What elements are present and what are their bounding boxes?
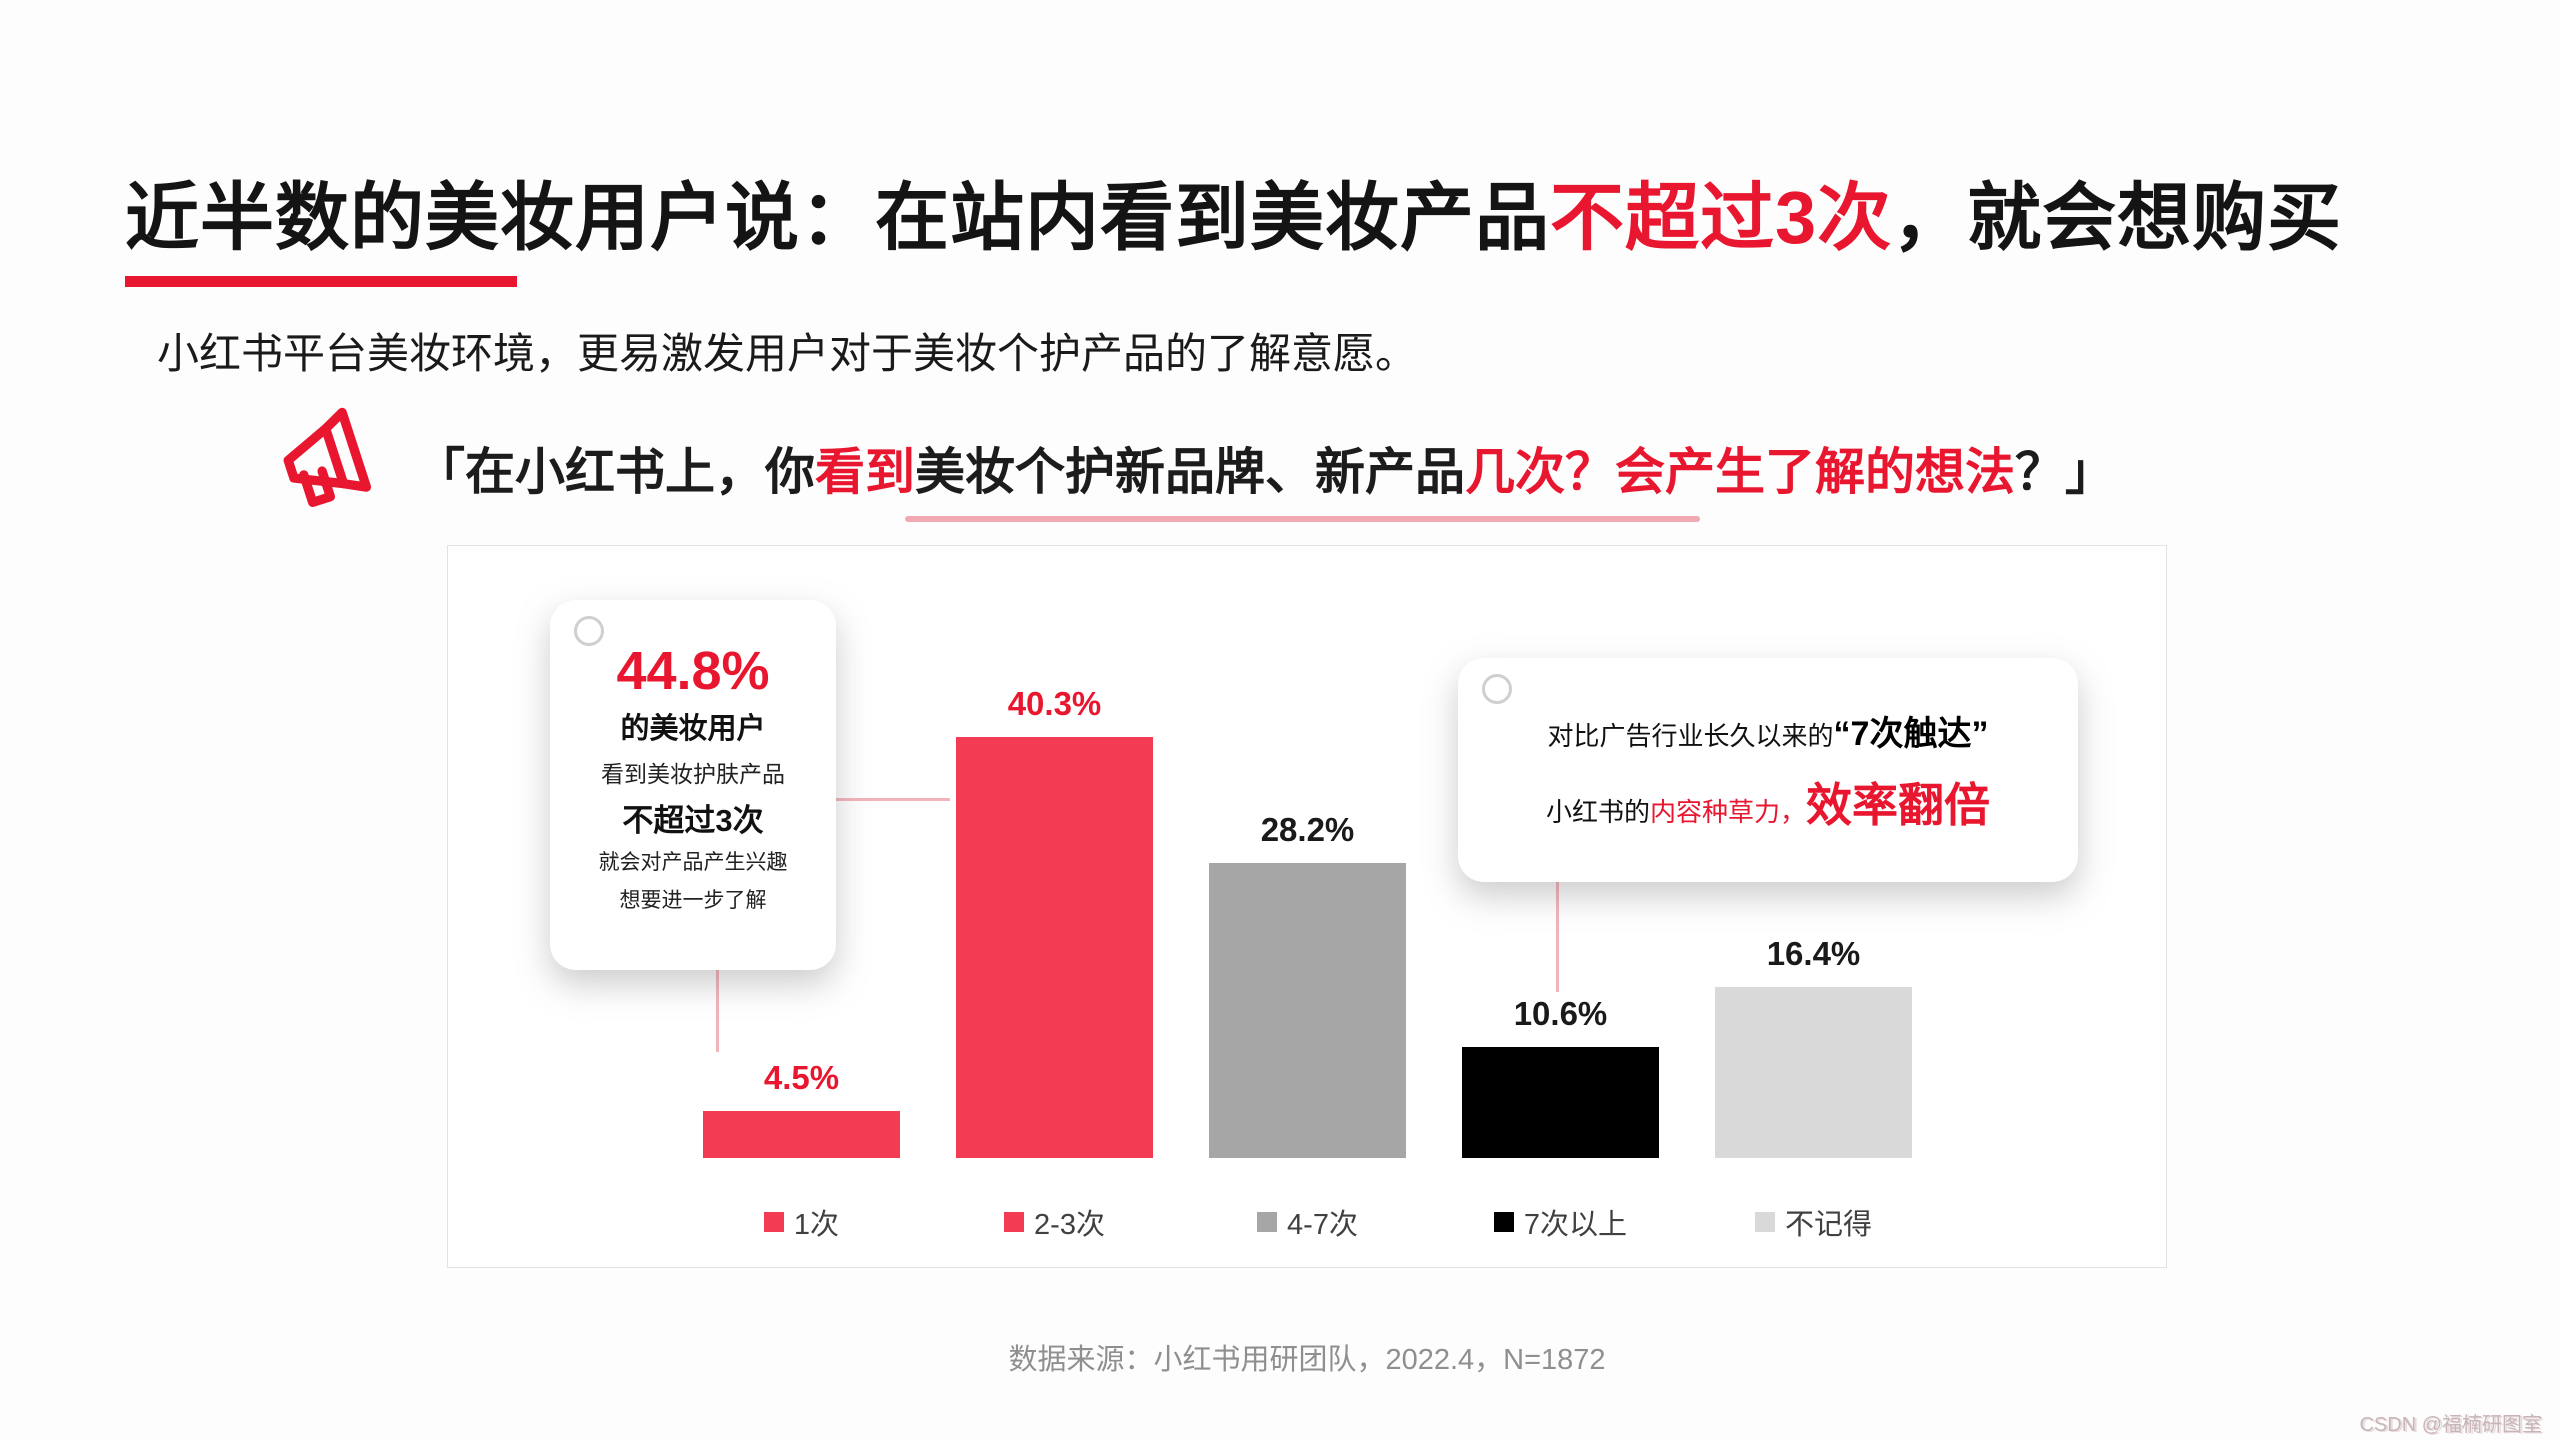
legend-swatch bbox=[1493, 1212, 1514, 1232]
legend-label: 1次 bbox=[793, 1209, 840, 1241]
legend-label: 不记得 bbox=[1784, 1209, 1872, 1241]
legend-swatch bbox=[1257, 1212, 1278, 1232]
subtitle: 小红书平台美妆环境，更易激发用户对于美妆个护产品的了解意愿。 bbox=[157, 330, 1418, 377]
callout-right-line2-big: 效率翻倍 bbox=[1806, 778, 1991, 831]
quote-segment-red: 几次？ bbox=[1465, 444, 1615, 500]
chart-column: 40.3% 2-3次 bbox=[956, 546, 1153, 1267]
callout-right-line2-red: 内容种草力， bbox=[1650, 796, 1807, 827]
bar-value-label: 10.6% bbox=[1513, 995, 1608, 1032]
quote-segment-red: 会产生了解的想法 bbox=[1615, 444, 2015, 500]
callout-left-line4: 就会对产品产生兴趣 bbox=[598, 851, 788, 875]
title-segment-red: 不超过3次 bbox=[1550, 176, 1893, 259]
chart-column: 16.4% 不记得 bbox=[1715, 546, 1912, 1267]
callout-card-right: 对比广告行业长久以来的“7次触达” 小红书的内容种草力，效率翻倍 bbox=[1458, 658, 2078, 882]
page-title: 近半数的美妆用户说：在站内看到美妆产品不超过3次，就会想购买 bbox=[125, 158, 2342, 265]
legend-label: 7次以上 bbox=[1523, 1209, 1628, 1241]
legend-item-1次: 1次 bbox=[683, 1201, 920, 1243]
title-segment-black-1: 近半数的美妆用户说：在站内看到美妆产品 bbox=[125, 176, 1550, 259]
data-source: 数据来源：小红书用研团队，2022.4，N=1872 bbox=[1008, 1344, 1606, 1376]
legend-item-2-3次: 2-3次 bbox=[936, 1201, 1173, 1243]
bar-value-label: 16.4% bbox=[1766, 935, 1861, 972]
chart-column: 4.5% 1次 bbox=[703, 546, 900, 1267]
callout-right-line2-normal: 小红书的 bbox=[1545, 796, 1650, 827]
legend-label: 2-3次 bbox=[1034, 1209, 1105, 1241]
callout-right-line1: 对比广告行业长久以来的“7次触达” bbox=[1548, 706, 1989, 755]
quote-segment-red: 看到 bbox=[815, 444, 915, 500]
chart-plot: 4.5% 1次 40.3% 2-3次 28.2% 4-7次 10.6% 7次以上 16.4% 不记… bbox=[448, 546, 2166, 1267]
legend-item-7次以上: 7次以上 bbox=[1442, 1201, 1679, 1243]
legend-item-不记得: 不记得 bbox=[1695, 1201, 1932, 1243]
legend-item-4-7次: 4-7次 bbox=[1189, 1201, 1426, 1243]
callout-stat: 44.8% bbox=[616, 641, 770, 701]
megaphone-icon bbox=[268, 398, 392, 526]
bar-不记得 bbox=[1715, 987, 1912, 1158]
quote-segment: ？」 bbox=[2015, 444, 2115, 500]
legend-swatch bbox=[1004, 1212, 1025, 1232]
bar-value-label: 40.3% bbox=[1007, 685, 1102, 722]
callout-left-line2: 看到美妆护肤产品 bbox=[601, 761, 785, 788]
connector-line-left-vertical bbox=[716, 968, 719, 1052]
callout-left-line3: 不超过3次 bbox=[622, 803, 764, 839]
quote-segment: 美妆个护新品牌、新产品 bbox=[915, 444, 1465, 500]
title-underline bbox=[125, 276, 517, 287]
callout-card-left: 44.8% 的美妆用户 看到美妆护肤产品 不超过3次 就会对产品产生兴趣 想要进… bbox=[550, 600, 836, 970]
connector-line-left-horizontal bbox=[834, 798, 950, 801]
pin-circle-icon bbox=[1482, 674, 1512, 704]
bar-7次以上 bbox=[1462, 1047, 1659, 1158]
connector-line-right-vertical bbox=[1556, 880, 1559, 992]
title-segment-black-2: ，就会想购买 bbox=[1892, 176, 2343, 259]
callout-right-line1-bold: “7次触达” bbox=[1833, 714, 1989, 753]
legend-label: 4-7次 bbox=[1287, 1209, 1358, 1241]
legend-swatch bbox=[1754, 1212, 1775, 1232]
bar-value-label: 4.5% bbox=[763, 1059, 840, 1096]
bar-1次 bbox=[703, 1111, 900, 1158]
bar-value-label: 28.2% bbox=[1260, 811, 1355, 848]
quote-segment: 「在小红书上，你 bbox=[415, 444, 815, 500]
pin-circle-icon bbox=[574, 616, 604, 646]
chart-column: 28.2% 4-7次 bbox=[1209, 546, 1406, 1267]
chart-column: 10.6% 7次以上 bbox=[1462, 546, 1659, 1267]
bar-2-3次 bbox=[956, 737, 1153, 1158]
legend-swatch bbox=[763, 1212, 784, 1232]
bar-4-7次 bbox=[1209, 863, 1406, 1158]
callout-right-line2: 小红书的内容种草力，效率翻倍 bbox=[1546, 769, 1990, 835]
callout-right-line1-normal: 对比广告行业长久以来的 bbox=[1547, 720, 1834, 751]
quote-underline bbox=[905, 516, 1700, 522]
callout-left-line1: 的美妆用户 bbox=[620, 713, 766, 746]
callout-left-line5: 想要进一步了解 bbox=[619, 888, 767, 912]
survey-question: 「在小红书上，你看到美妆个护新品牌、新产品几次？会产生了解的想法？」 bbox=[415, 432, 2115, 504]
watermark: CSDN @福楠研图室 bbox=[2359, 1414, 2542, 1436]
